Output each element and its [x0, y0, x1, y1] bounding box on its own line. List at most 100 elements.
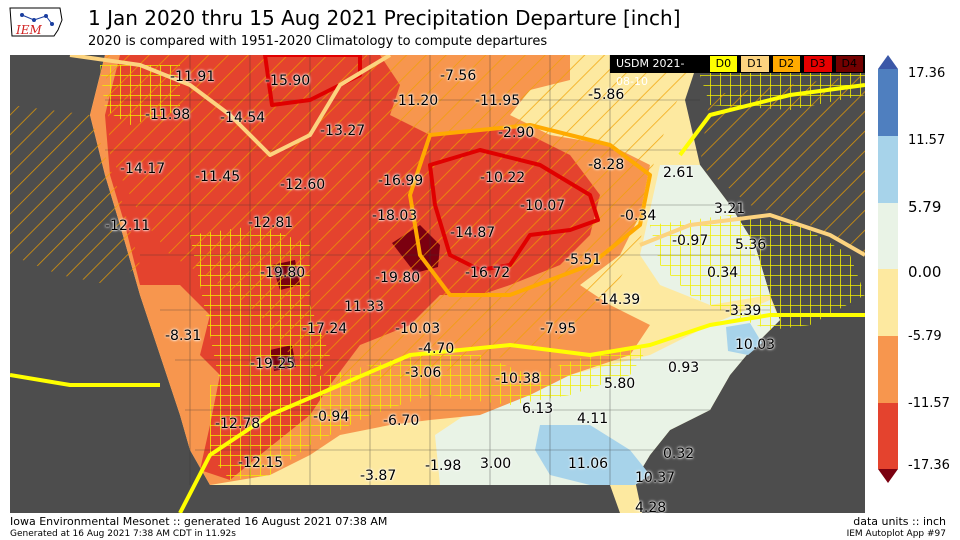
colorbar-label: 11.57 [908, 133, 946, 148]
station-value: 5.80 [604, 376, 636, 392]
station-value: 10.03 [735, 337, 776, 353]
contour-yellow-s [178, 313, 865, 513]
station-value: -10.22 [480, 170, 526, 186]
contour-yellow [10, 373, 160, 387]
station-value: -7.56 [440, 68, 477, 84]
station-value: -15.90 [265, 73, 311, 89]
station-value: -12.60 [280, 177, 326, 193]
colorbar-segment [878, 336, 898, 403]
contour-yellow-ne [678, 83, 865, 157]
station-value: -11.20 [393, 93, 439, 109]
station-value: -5.51 [565, 252, 602, 268]
station-value: -1.98 [425, 458, 462, 474]
colorbar-segment [878, 203, 898, 269]
usdm-d4-chip: D4 [834, 55, 864, 73]
usdm-d1-hatch-ne [700, 75, 865, 255]
contour-red [263, 55, 362, 107]
station-value: -10.07 [520, 198, 566, 214]
station-value: -0.94 [313, 409, 350, 425]
station-value: -3.87 [360, 468, 397, 484]
station-value: 4.28 [635, 500, 667, 513]
footer-generated: Iowa Environmental Mesonet :: generated … [10, 515, 388, 528]
county-lines [105, 55, 770, 485]
colorbar [878, 55, 898, 483]
station-value: -11.45 [195, 169, 241, 185]
logo-text: IEM [15, 23, 43, 37]
station-value: -8.31 [165, 328, 202, 344]
station-value: -10.38 [495, 371, 541, 387]
station-value: 11.33 [344, 299, 385, 315]
station-value: 3.00 [480, 456, 512, 472]
colorbar-segment [878, 136, 898, 203]
station-value: -16.72 [465, 265, 511, 281]
station-value: -14.87 [450, 225, 496, 241]
usdm-d0-grid-e [650, 215, 865, 330]
station-value: 0.93 [668, 360, 700, 376]
page-title: 1 Jan 2020 thru 15 Aug 2021 Precipitatio… [88, 6, 681, 30]
usdm-d1-chip: D1 [740, 55, 770, 73]
usdm-d0-chip: D0 [708, 55, 739, 73]
station-value: 11.06 [568, 456, 609, 472]
station-value: -3.06 [405, 365, 442, 381]
station-value: -12.15 [238, 455, 284, 471]
station-value: -16.99 [378, 173, 424, 189]
station-value: -0.34 [620, 208, 657, 224]
footer-units: data units :: inch [853, 515, 946, 528]
station-value: -8.28 [588, 157, 625, 173]
station-value: -12.11 [105, 218, 151, 234]
page-subtitle: 2020 is compared with 1951-2020 Climatol… [88, 34, 548, 49]
precip-departure-map: USDM 2021-08-10 D0 D1 D2 D3 D4 -11.91 -1… [10, 55, 865, 513]
station-value: -14.17 [120, 161, 166, 177]
usdm-d0-grid-s [210, 345, 650, 480]
contour-tan [69, 55, 392, 157]
station-value: -6.70 [383, 413, 420, 429]
colorbar-label: -11.57 [908, 396, 950, 411]
usdm-d3-chip: D3 [803, 55, 833, 73]
iem-logo: IEM [8, 6, 64, 46]
station-value: -19.25 [250, 356, 296, 372]
station-value: -11.98 [145, 107, 191, 123]
usdm-d2-chip: D2 [771, 55, 802, 73]
usdm-legend: USDM 2021-08-10 D0 D1 D2 D3 D4 [610, 55, 865, 88]
station-value: -7.95 [540, 321, 577, 337]
wet-region [535, 425, 650, 485]
footer-timing: Generated at 16 Aug 2021 7:38 AM CDT in … [10, 529, 236, 539]
colorbar-segment [878, 269, 898, 336]
station-value: -5.86 [588, 87, 625, 103]
station-value: -19.80 [375, 270, 421, 286]
station-value: -11.95 [475, 93, 521, 109]
contour-tan-e [639, 213, 865, 257]
station-value: -19.80 [260, 265, 306, 281]
contour-orange [408, 123, 652, 297]
station-value: 4.11 [577, 411, 609, 427]
station-value: 6.13 [522, 401, 554, 417]
usdm-label: USDM 2021-08-10 [616, 57, 685, 88]
station-value: -12.78 [215, 416, 261, 432]
contour-red-e [428, 148, 600, 272]
usdm-d1-hatch-w [10, 105, 140, 285]
positive-region [435, 300, 780, 485]
wet-region-e [726, 323, 762, 355]
station-value: -10.03 [395, 321, 441, 337]
station-value: 2.61 [663, 165, 695, 181]
station-value: 0.34 [707, 265, 739, 281]
station-value: -0.97 [672, 233, 709, 249]
station-value: 10.37 [635, 470, 676, 486]
colorbar-label: 5.79 [908, 198, 942, 216]
station-value: -2.90 [498, 125, 535, 141]
colorbar-label: 17.36 [908, 66, 946, 81]
colorbar-label: -17.36 [908, 458, 950, 473]
station-value: -14.39 [595, 292, 641, 308]
station-value: 3.21 [714, 201, 746, 217]
station-value: 5.36 [735, 237, 767, 253]
station-value: -13.27 [320, 123, 366, 139]
colorbar-label: 0.00 [908, 263, 942, 281]
colorbar-segment [878, 403, 898, 469]
footer-app: IEM Autoplot App #97 [846, 529, 946, 539]
station-value: -17.24 [302, 321, 348, 337]
station-value: -18.03 [372, 208, 418, 224]
colorbar-label: -5.79 [908, 329, 942, 344]
station-value: -12.81 [248, 215, 294, 231]
station-value: -14.54 [220, 110, 266, 126]
station-value: -11.91 [170, 69, 216, 85]
